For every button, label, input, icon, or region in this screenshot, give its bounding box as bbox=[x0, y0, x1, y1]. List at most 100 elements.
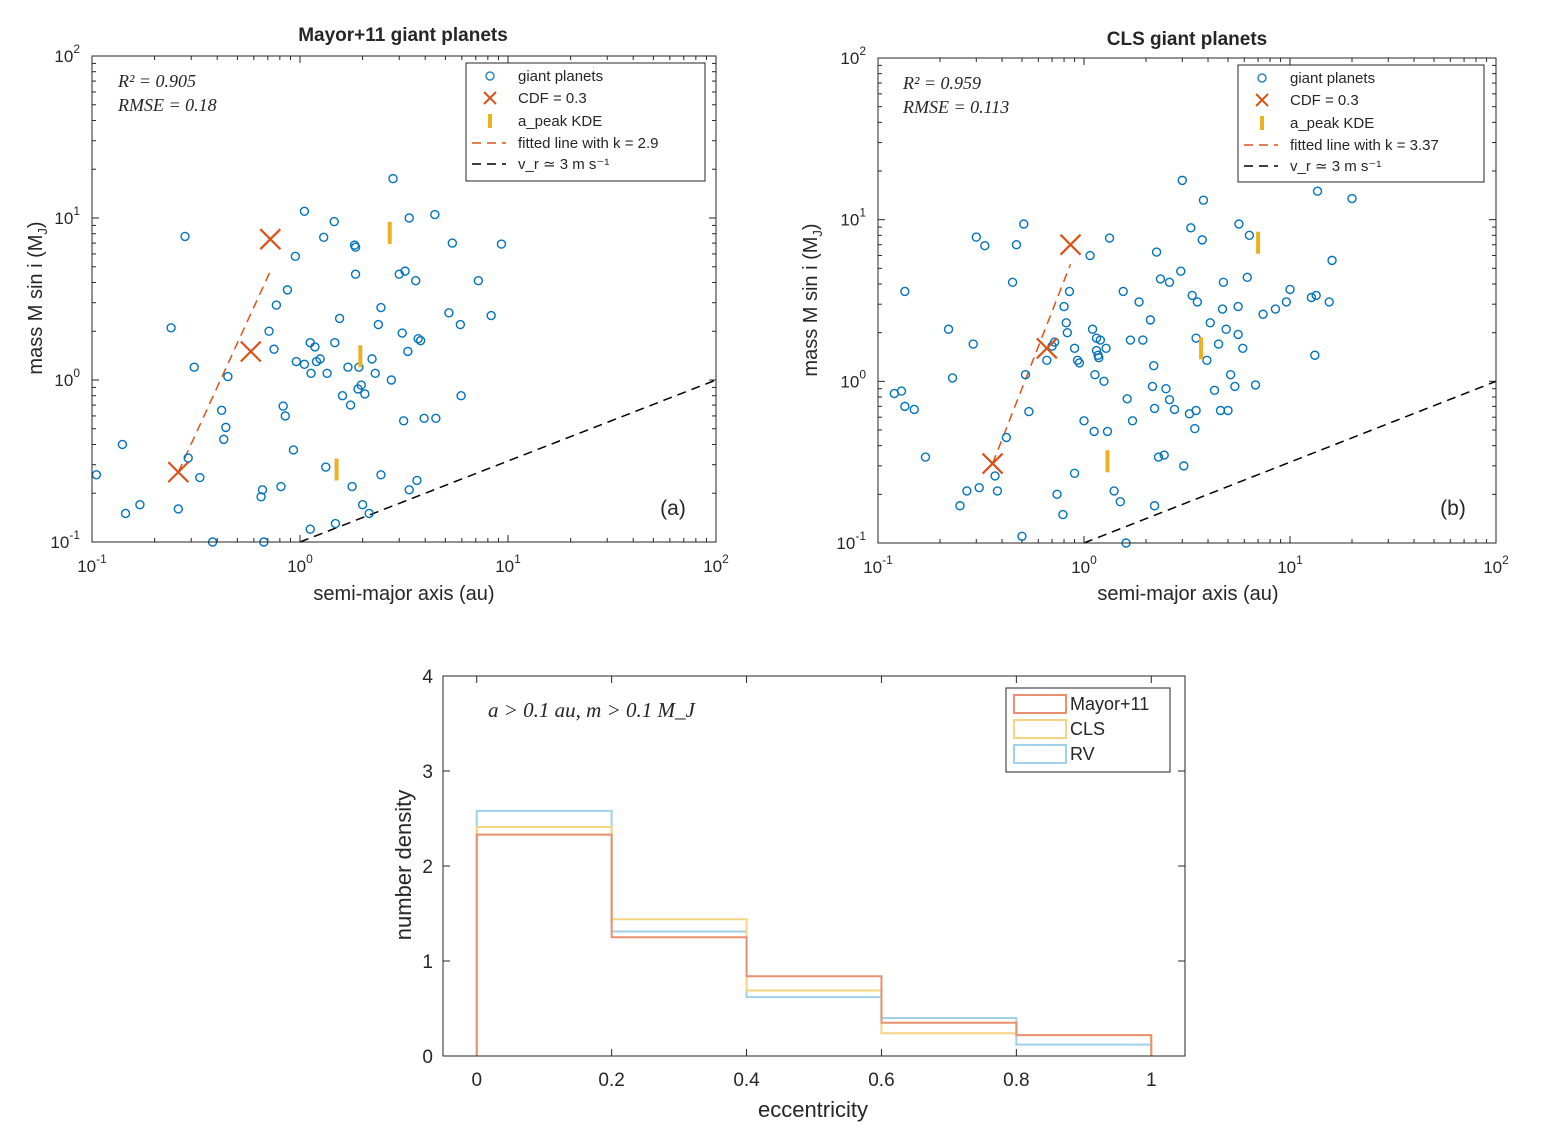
x-tick-label: 1 bbox=[1146, 1070, 1157, 1091]
cdf-cross bbox=[240, 340, 262, 363]
data-point bbox=[1149, 403, 1160, 414]
data-point bbox=[947, 373, 958, 383]
tick-exponent: 0 bbox=[73, 366, 80, 380]
data-point bbox=[1205, 318, 1215, 328]
legend-entry: Mayor+11 bbox=[1070, 694, 1149, 714]
data-point bbox=[456, 390, 466, 401]
data-point bbox=[1161, 384, 1171, 394]
x-tick-label: 0.6 bbox=[868, 1070, 894, 1091]
data-point bbox=[1234, 219, 1244, 229]
data-point bbox=[1059, 301, 1069, 312]
data-point bbox=[282, 285, 293, 295]
data-point bbox=[223, 371, 233, 382]
panel-label: (a) bbox=[660, 497, 686, 520]
data-point bbox=[376, 470, 386, 480]
x-tick-label: 10-1 bbox=[863, 553, 893, 577]
y-tick-label: 3 bbox=[422, 762, 433, 783]
data-point bbox=[291, 356, 302, 367]
tick-base: 10 bbox=[1071, 558, 1090, 577]
data-point bbox=[117, 439, 128, 450]
data-point bbox=[299, 206, 310, 216]
y-axis-label: mass M sin i (MJ) bbox=[800, 223, 825, 376]
condition-annotation: a > 0.1 au, m > 0.1 M_J bbox=[488, 698, 697, 722]
data-point bbox=[319, 232, 329, 243]
data-point bbox=[1176, 266, 1186, 276]
histogram-bars bbox=[443, 675, 1185, 1057]
data-marks bbox=[91, 55, 717, 547]
legend-entry: v_r ≃ 3 m s⁻¹ bbox=[518, 156, 609, 173]
legend-entry: giant planets bbox=[1290, 70, 1375, 87]
y-tick-label: 102 bbox=[840, 44, 866, 68]
tick-base: 10 bbox=[840, 49, 859, 68]
data-point bbox=[992, 486, 1003, 496]
cdf-cross bbox=[259, 228, 282, 250]
data-point bbox=[943, 324, 954, 334]
fitted-line bbox=[991, 263, 1072, 464]
x-tick-label: 0.2 bbox=[598, 1070, 624, 1091]
data-point bbox=[288, 445, 299, 455]
x-axis-label: semi-major axis (au) bbox=[1097, 583, 1278, 605]
data-point bbox=[962, 486, 972, 496]
data-point bbox=[1125, 335, 1136, 345]
rmse-stat: RMSE = 0.18 bbox=[117, 95, 217, 115]
data-point bbox=[404, 213, 414, 223]
data-point bbox=[444, 308, 454, 318]
scatter-panel-b: CLS giant planets semi-major axis (au) m… bbox=[800, 29, 1509, 605]
tick-exponent: -1 bbox=[96, 552, 107, 566]
tick-base: 10 bbox=[77, 557, 96, 576]
data-point bbox=[257, 485, 268, 495]
data-point bbox=[1347, 193, 1357, 204]
data-point bbox=[1327, 255, 1337, 266]
data-point bbox=[1217, 304, 1228, 314]
y-tick-label: 0 bbox=[422, 1047, 433, 1068]
data-point bbox=[360, 389, 370, 399]
data-point bbox=[1090, 369, 1100, 380]
histogram-bar bbox=[477, 827, 612, 1056]
data-point bbox=[990, 471, 1000, 481]
data-point bbox=[290, 251, 301, 262]
data-point bbox=[404, 485, 414, 495]
histogram-bar bbox=[477, 811, 612, 1056]
data-point bbox=[1164, 277, 1175, 287]
tick-exponent: 1 bbox=[514, 552, 521, 566]
tick-exponent: 0 bbox=[859, 367, 866, 381]
data-point bbox=[1221, 324, 1231, 334]
legend-entry: CLS bbox=[1070, 719, 1105, 739]
data-point bbox=[350, 269, 361, 279]
data-point bbox=[971, 232, 981, 242]
x-tick-label: 0.4 bbox=[733, 1070, 760, 1091]
legend: giant planets CDF = 0.3 a_peak KDE fitte… bbox=[465, 62, 706, 182]
x-tick-label: 0 bbox=[471, 1070, 482, 1091]
data-point bbox=[455, 319, 466, 330]
data-point bbox=[1324, 297, 1334, 307]
y-tick-label: 101 bbox=[54, 204, 80, 228]
data-point bbox=[1007, 277, 1018, 287]
data-point bbox=[1149, 360, 1159, 371]
data-point bbox=[1218, 277, 1229, 287]
legend-entry: a_peak KDE bbox=[518, 113, 602, 130]
data-point bbox=[1134, 297, 1144, 307]
data-point bbox=[980, 241, 990, 251]
y-tick-labels: 0 1 2 3 4 bbox=[422, 667, 433, 1068]
data-point bbox=[1042, 355, 1052, 365]
y-axis-label: number density bbox=[391, 790, 416, 940]
legend-circle-icon bbox=[1257, 73, 1267, 83]
data-point bbox=[1191, 333, 1201, 343]
data-point bbox=[347, 481, 357, 492]
data-point bbox=[1311, 290, 1321, 301]
histogram-bar bbox=[477, 835, 612, 1056]
data-point bbox=[373, 319, 384, 330]
data-point bbox=[1087, 324, 1098, 334]
chart-title: CLS giant planets bbox=[1107, 29, 1267, 50]
data-point bbox=[216, 405, 227, 416]
data-point bbox=[1049, 337, 1060, 347]
data-point bbox=[496, 239, 507, 249]
data-point bbox=[398, 416, 409, 426]
histogram-bar bbox=[747, 990, 882, 1056]
data-point bbox=[1064, 286, 1075, 297]
y-tick-label: 102 bbox=[54, 42, 80, 66]
data-point bbox=[1202, 355, 1212, 365]
data-point bbox=[403, 346, 413, 357]
